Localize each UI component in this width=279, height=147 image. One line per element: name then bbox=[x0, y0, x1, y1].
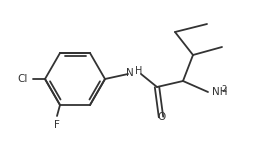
Text: 2: 2 bbox=[221, 85, 226, 94]
Text: N: N bbox=[126, 68, 134, 78]
Text: NH: NH bbox=[212, 87, 227, 97]
Text: H: H bbox=[135, 66, 142, 76]
Text: Cl: Cl bbox=[18, 74, 28, 84]
Text: F: F bbox=[54, 120, 60, 130]
Text: O: O bbox=[157, 112, 165, 122]
